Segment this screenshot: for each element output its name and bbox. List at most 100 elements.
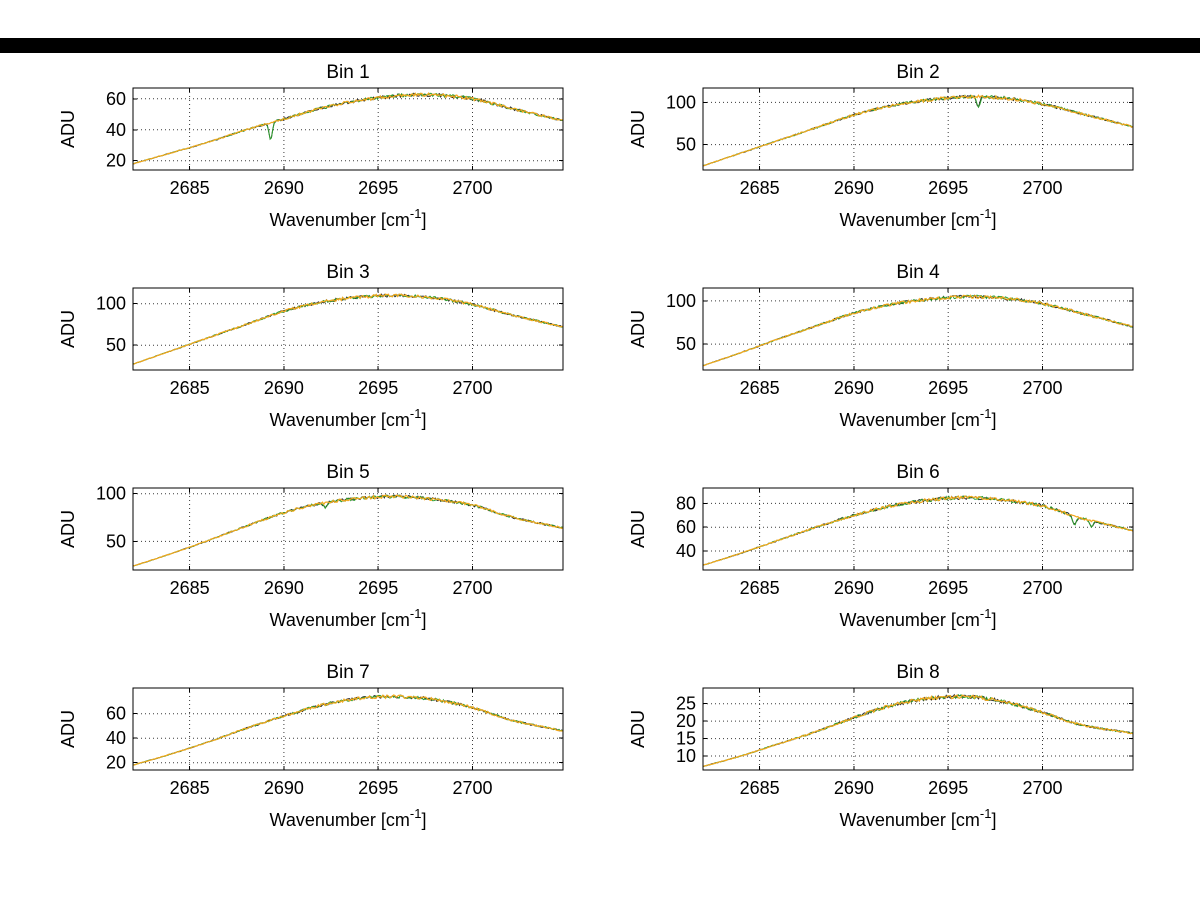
series-group <box>133 694 563 766</box>
series-group <box>703 693 1133 768</box>
x-axis-label-base: Wavenumber [cm <box>840 810 980 830</box>
x-tick-label: 2690 <box>834 578 874 598</box>
series-trace-dark <box>133 293 563 365</box>
series-trace-green <box>703 94 1133 167</box>
y-axis-label: ADU <box>628 110 648 148</box>
x-axis-label-base: Wavenumber [cm <box>270 610 410 630</box>
series-trace-green <box>703 495 1133 566</box>
x-tick-label: 2695 <box>928 178 968 198</box>
chart-canvas: 2685 2690 2695 2700 50 100 Bin 2 ADU Wavenumber … <box>628 62 1134 230</box>
axis-box <box>132 87 564 171</box>
y-tick-label: 20 <box>676 711 696 731</box>
x-axis-label-close: ] <box>991 810 996 830</box>
axis-box <box>702 687 1134 771</box>
series-trace-orange <box>703 694 1133 767</box>
y-tick-label: 50 <box>106 335 126 355</box>
axis-box <box>132 287 564 371</box>
subplot-bin-2: 2685 2690 2695 2700 50 100 Bin 2 ADU Wavenumber … <box>598 58 1168 258</box>
x-axis-label-close: ] <box>991 610 996 630</box>
axis-box <box>702 287 1134 371</box>
y-axis-label: ADU <box>58 710 78 748</box>
series-trace-dark <box>133 92 563 165</box>
x-axis-label: Wavenumber [cm-1] <box>840 806 997 830</box>
series-trace-green <box>133 494 563 567</box>
y-tick-label: 50 <box>106 531 126 551</box>
y-axis-label: ADU <box>628 310 648 348</box>
x-axis-label-base: Wavenumber [cm <box>270 810 410 830</box>
series-trace-dark <box>703 294 1133 367</box>
y-axis-label: ADU <box>58 510 78 548</box>
chart-canvas: 2685 2690 2695 2700 50 100 Bin 3 ADU Wavenumber … <box>58 262 564 430</box>
x-axis-label-close: ] <box>991 210 996 230</box>
x-axis-label-base: Wavenumber [cm <box>840 210 980 230</box>
series-trace-orange <box>703 294 1133 367</box>
chart-title: Bin 7 <box>326 662 369 683</box>
x-axis-label: Wavenumber [cm-1] <box>840 406 997 430</box>
x-tick-label: 2685 <box>170 778 210 798</box>
x-axis-label: Wavenumber [cm-1] <box>840 206 997 230</box>
x-axis-label: Wavenumber [cm-1] <box>270 806 427 830</box>
subplot-bin-3: 2685 2690 2695 2700 50 100 Bin 3 ADU Wavenumber … <box>28 258 598 458</box>
y-tick-label: 100 <box>666 92 696 112</box>
x-axis-label-exponent: -1 <box>410 206 422 221</box>
subplot-bin-8: 2685 2690 2695 2700 10 15 20 25 Bin 8 ADU Wavenumb… <box>598 658 1168 858</box>
x-tick-label: 2700 <box>452 578 492 598</box>
y-axis-label: ADU <box>58 310 78 348</box>
series-trace-orange <box>133 293 563 365</box>
y-tick-label: 60 <box>106 89 126 109</box>
x-tick-label: 2690 <box>834 378 874 398</box>
chart-canvas: 2685 2690 2695 2700 50 100 Bin 5 ADU Wavenumber … <box>58 462 564 630</box>
subplot-bin-7: 2685 2690 2695 2700 20 40 60 Bin 7 ADU Wavenumber… <box>28 658 598 858</box>
y-tick-label: 50 <box>676 334 696 354</box>
axis-box <box>702 487 1134 571</box>
series-group <box>133 293 563 365</box>
x-tick-label: 2685 <box>740 578 780 598</box>
series-trace-orange <box>133 92 563 165</box>
series-trace-dark <box>133 694 563 766</box>
subplot-bin-6: 2685 2690 2695 2700 40 60 80 Bin 6 ADU Wavenumber… <box>598 458 1168 658</box>
chart-title: Bin 2 <box>896 62 939 83</box>
x-axis-label-base: Wavenumber [cm <box>840 610 980 630</box>
chart-title: Bin 5 <box>326 462 369 483</box>
y-axis-label: ADU <box>628 710 648 748</box>
x-tick-label: 2690 <box>264 378 304 398</box>
chart-canvas: 2685 2690 2695 2700 20 40 60 Bin 7 ADU Wavenumber… <box>58 662 564 830</box>
subplot-grid: 2685 2690 2695 2700 20 40 60 Bin 1 ADU Wavenumber… <box>28 58 1168 858</box>
x-tick-label: 2700 <box>1022 378 1062 398</box>
x-tick-label: 2695 <box>928 578 968 598</box>
axis-box <box>132 487 564 571</box>
axis-box <box>132 687 564 771</box>
x-tick-label: 2685 <box>170 378 210 398</box>
y-tick-label: 40 <box>106 728 126 748</box>
series-group <box>703 495 1133 566</box>
x-tick-label: 2695 <box>928 778 968 798</box>
series-trace-green <box>133 694 563 766</box>
x-axis-label-exponent: -1 <box>410 406 422 421</box>
x-tick-label: 2695 <box>358 378 398 398</box>
axis-box <box>702 87 1134 171</box>
x-axis-label-base: Wavenumber [cm <box>270 210 410 230</box>
chart-canvas: 2685 2690 2695 2700 50 100 Bin 4 ADU Wavenumber … <box>628 262 1134 430</box>
chart-canvas: 2685 2690 2695 2700 40 60 80 Bin 6 ADU Wavenumber… <box>628 462 1134 630</box>
x-tick-label: 2700 <box>1022 578 1062 598</box>
x-axis-label: Wavenumber [cm-1] <box>270 606 427 630</box>
x-axis-label-exponent: -1 <box>980 806 992 821</box>
series-trace-orange <box>133 694 563 766</box>
series-group <box>703 294 1133 367</box>
series-trace-dark <box>703 495 1133 566</box>
x-tick-label: 2685 <box>740 778 780 798</box>
series-trace-dark <box>133 494 563 567</box>
x-axis-label: Wavenumber [cm-1] <box>840 606 997 630</box>
y-tick-label: 40 <box>676 541 696 561</box>
x-tick-label: 2690 <box>834 778 874 798</box>
x-axis-label-exponent: -1 <box>410 606 422 621</box>
chart-canvas: 2685 2690 2695 2700 20 40 60 Bin 1 ADU Wavenumber… <box>58 62 564 230</box>
series-trace-orange <box>133 494 563 567</box>
y-tick-label: 60 <box>676 517 696 537</box>
chart-title: Bin 6 <box>896 462 939 483</box>
y-tick-label: 20 <box>106 753 126 773</box>
y-tick-label: 100 <box>96 484 126 504</box>
x-axis-label: Wavenumber [cm-1] <box>270 406 427 430</box>
x-tick-label: 2685 <box>740 178 780 198</box>
